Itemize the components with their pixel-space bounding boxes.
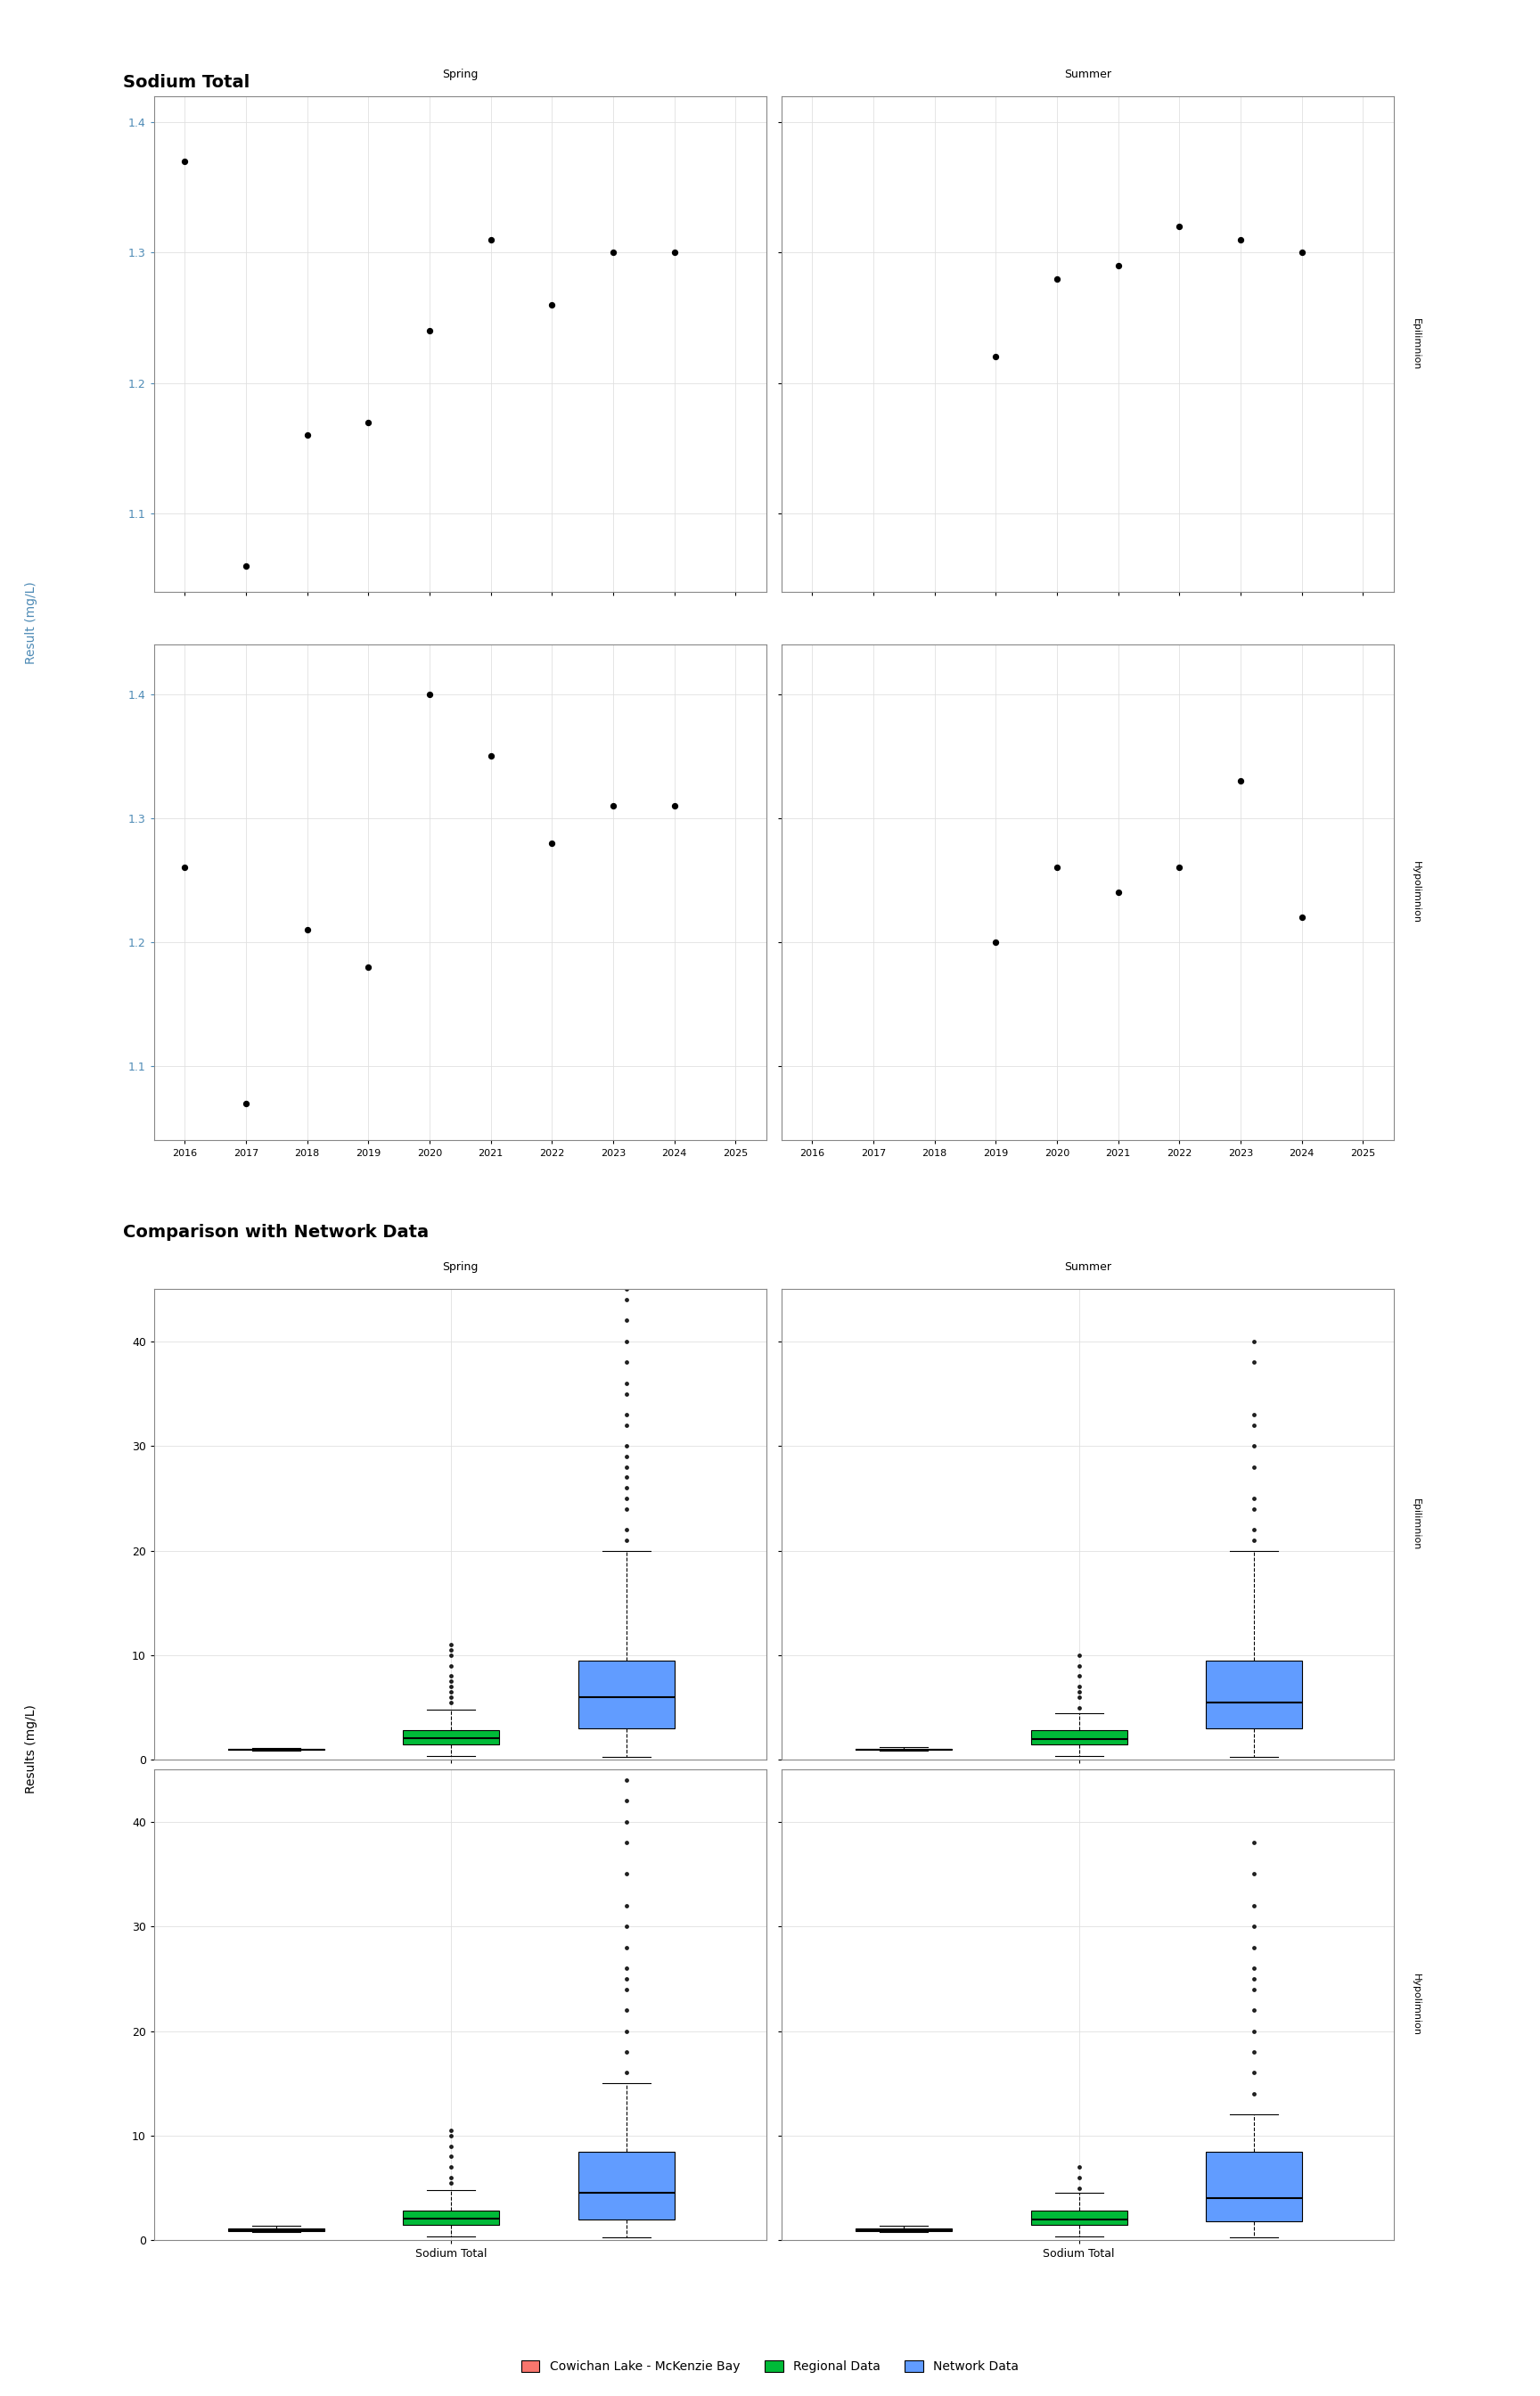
Point bbox=[234, 1083, 259, 1121]
Point bbox=[1106, 875, 1130, 913]
Point bbox=[1229, 762, 1254, 800]
Point bbox=[417, 676, 442, 714]
Point bbox=[356, 949, 380, 987]
Point bbox=[294, 910, 319, 949]
Point bbox=[172, 141, 197, 180]
Text: Summer: Summer bbox=[1064, 1263, 1112, 1272]
PathPatch shape bbox=[578, 1660, 675, 1728]
Point bbox=[601, 786, 625, 824]
Text: Result (mg/L): Result (mg/L) bbox=[25, 582, 37, 664]
Text: Epilimnion: Epilimnion bbox=[1412, 319, 1420, 369]
Point bbox=[1106, 247, 1130, 285]
Point bbox=[662, 232, 687, 271]
Point bbox=[539, 285, 564, 323]
PathPatch shape bbox=[403, 2212, 499, 2223]
Text: Summer: Summer bbox=[1064, 69, 1112, 79]
Text: Epilimnion: Epilimnion bbox=[1412, 1498, 1420, 1550]
Point bbox=[417, 311, 442, 350]
PathPatch shape bbox=[1206, 2152, 1301, 2221]
Text: Sodium Total: Sodium Total bbox=[123, 74, 249, 91]
Point bbox=[479, 738, 504, 776]
Point bbox=[1044, 848, 1069, 887]
Point bbox=[1167, 206, 1192, 244]
PathPatch shape bbox=[1206, 1660, 1301, 1728]
Legend: Cowichan Lake - McKenzie Bay, Regional Data, Network Data: Cowichan Lake - McKenzie Bay, Regional D… bbox=[516, 2355, 1024, 2377]
PathPatch shape bbox=[1030, 2212, 1127, 2223]
Point bbox=[539, 824, 564, 863]
PathPatch shape bbox=[403, 1730, 499, 1744]
Point bbox=[1289, 232, 1314, 271]
Point bbox=[984, 338, 1009, 376]
Text: Spring: Spring bbox=[442, 69, 477, 79]
Text: Spring: Spring bbox=[442, 1263, 477, 1272]
PathPatch shape bbox=[578, 2152, 675, 2219]
Text: Hypolimnion: Hypolimnion bbox=[1412, 1974, 1420, 2037]
Point bbox=[1289, 898, 1314, 937]
Point bbox=[294, 417, 319, 455]
Point bbox=[1044, 259, 1069, 297]
Point bbox=[356, 403, 380, 441]
Point bbox=[662, 786, 687, 824]
Point bbox=[1229, 220, 1254, 259]
Point bbox=[601, 232, 625, 271]
Text: Results (mg/L): Results (mg/L) bbox=[25, 1704, 37, 1795]
Point bbox=[172, 848, 197, 887]
Point bbox=[984, 922, 1009, 961]
Text: Comparison with Network Data: Comparison with Network Data bbox=[123, 1224, 430, 1241]
Point bbox=[234, 546, 259, 585]
PathPatch shape bbox=[1030, 1730, 1127, 1744]
Point bbox=[479, 220, 504, 259]
Text: Hypolimnion: Hypolimnion bbox=[1412, 860, 1420, 925]
Point bbox=[1167, 848, 1192, 887]
